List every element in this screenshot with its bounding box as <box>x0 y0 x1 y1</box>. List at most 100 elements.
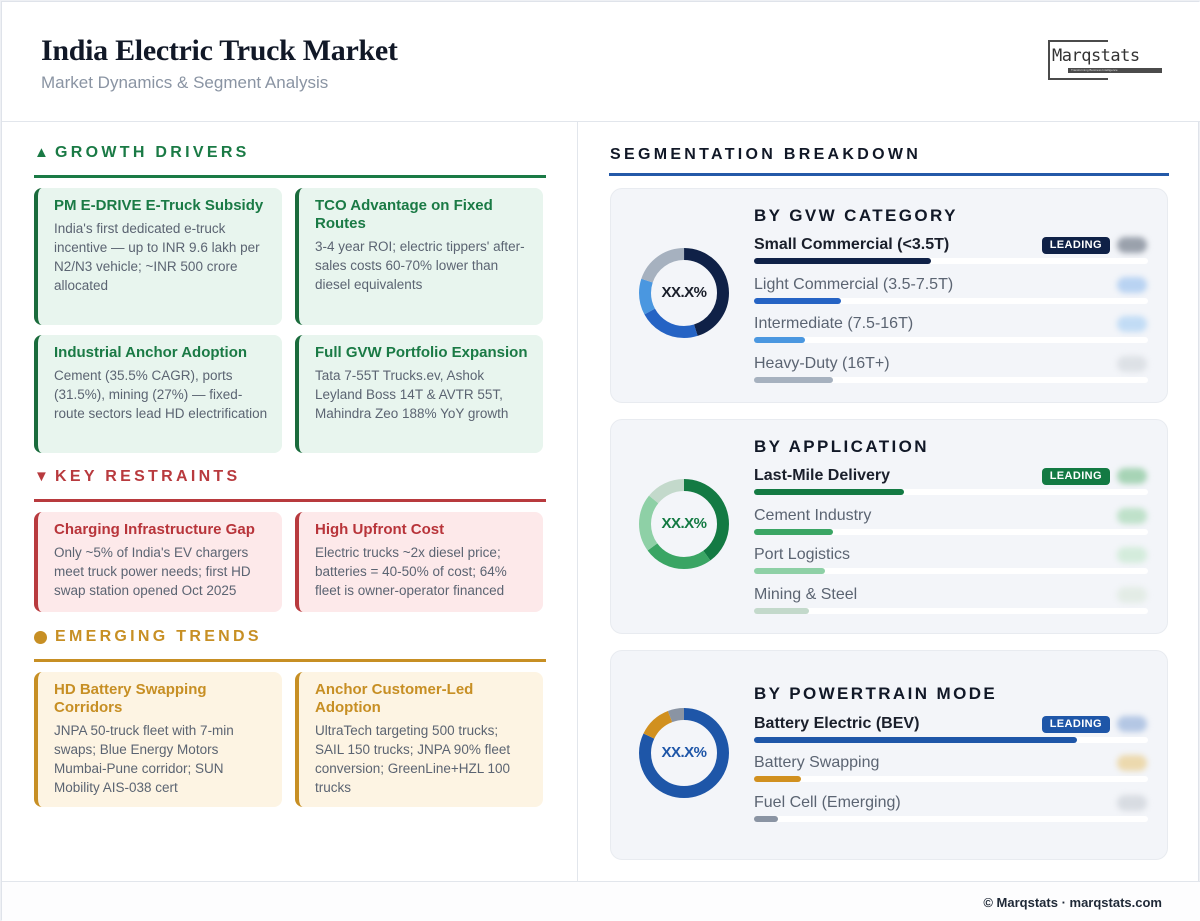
driver-card: TCO Advantage on Fixed Routes 3-4 year R… <box>295 188 543 325</box>
trend-card: HD Battery Swapping Corridors JNPA 50-tr… <box>34 672 282 807</box>
segment-row: Fuel Cell (Emerging) <box>754 794 1148 834</box>
progress-track <box>754 568 1148 574</box>
segment-row: Mining & Steel <box>754 586 1148 626</box>
card-body: 3-4 year ROI; electric tippers' after-sa… <box>315 239 525 292</box>
panel-title: BY POWERTRAIN MODE <box>754 684 998 703</box>
donut-ring <box>639 479 729 569</box>
segment-row: Cement Industry <box>754 507 1148 547</box>
progress-track <box>754 377 1148 383</box>
segment-row: Small Commercial (<3.5T) LEADING <box>754 236 1148 276</box>
panel-title: BY APPLICATION <box>754 437 929 456</box>
column-divider <box>577 122 578 881</box>
page-title: India Electric Truck Market <box>41 34 398 67</box>
card-body: Only ~5% of India's EV chargers meet tru… <box>54 545 251 598</box>
segment-name: Mining & Steel <box>754 586 858 603</box>
progress-track <box>754 298 1148 304</box>
blurred-value <box>1117 795 1147 811</box>
leading-badge: LEADING <box>1041 237 1110 254</box>
section-title: SEGMENTATION BREAKDOWN <box>610 146 922 163</box>
header: India Electric Truck Market Market Dynam… <box>2 2 1200 122</box>
progress-track <box>754 737 1148 743</box>
triangle-down-icon: ▼ <box>34 468 49 485</box>
progress-fill <box>754 298 841 304</box>
section-title: GROWTH DRIVERS <box>55 144 250 161</box>
segment-row: Battery Swapping <box>754 754 1148 794</box>
driver-card: Full GVW Portfolio Expansion Tata 7-55T … <box>295 335 543 453</box>
growth-drivers-heading: ▲ GROWTH DRIVERS <box>34 144 546 178</box>
copyright-text: © Marqstats · marqstats.com <box>983 895 1162 910</box>
progress-track <box>754 776 1148 782</box>
segment-name: Intermediate (7.5-16T) <box>754 315 914 332</box>
card-body: UltraTech targeting 500 trucks; SAIL 150… <box>315 723 511 795</box>
progress-fill <box>754 489 904 495</box>
segment-name: Light Commercial (3.5-7.5T) <box>754 276 954 293</box>
blurred-value <box>1117 356 1147 372</box>
leading-badge: LEADING <box>1041 716 1110 733</box>
panel-title: BY GVW CATEGORY <box>754 206 958 225</box>
card-title: Industrial Anchor Adoption <box>54 344 248 361</box>
segment-name: Battery Electric (BEV) <box>754 715 920 732</box>
card-body: Tata 7-55T Trucks.ev, Ashok Leyland Boss… <box>315 368 509 421</box>
donut-center-value: XX.X% <box>661 515 707 532</box>
progress-track <box>754 816 1148 822</box>
progress-fill <box>754 568 825 574</box>
gvw-category-panel: XX.X% BY GVW CATEGORY Small Commercial (… <box>610 188 1168 403</box>
blurred-value <box>1117 277 1147 293</box>
progress-fill <box>754 337 806 343</box>
blurred-value <box>1117 755 1147 771</box>
segment-row: Light Commercial (3.5-7.5T) <box>754 276 1148 316</box>
progress-track <box>754 337 1148 343</box>
card-title: Charging Infrastructure Gap <box>54 521 255 538</box>
card-title: PM E-DRIVE E-Truck Subsidy <box>54 197 264 214</box>
blurred-value <box>1117 316 1147 332</box>
card-title: High Upfront Cost <box>315 521 445 538</box>
segment-row: Last-Mile Delivery LEADING <box>754 467 1148 507</box>
progress-track <box>754 489 1148 495</box>
progress-track <box>754 258 1148 264</box>
donut-ring <box>639 248 729 338</box>
progress-track <box>754 608 1148 614</box>
card-body: JNPA 50-truck fleet with 7-min swaps; Bl… <box>54 723 234 795</box>
progress-fill <box>754 529 833 535</box>
powertrain-panel: XX.X% BY POWERTRAIN MODE Battery Electri… <box>610 650 1168 860</box>
section-title: EMERGING TRENDS <box>55 628 262 645</box>
progress-fill <box>754 608 810 614</box>
blurred-value <box>1117 587 1147 603</box>
segment-row: Heavy-Duty (16T+) <box>754 355 1148 395</box>
card-title: HD Battery Swapping Corridors <box>54 681 207 716</box>
trend-card: Anchor Customer-Led Adoption UltraTech t… <box>295 672 543 807</box>
segment-name: Last-Mile Delivery <box>754 467 891 484</box>
section-title: KEY RESTRAINTS <box>55 468 241 485</box>
driver-card: Industrial Anchor Adoption Cement (35.5%… <box>34 335 282 453</box>
blurred-value <box>1117 237 1147 253</box>
application-panel: XX.X% BY APPLICATION Last-Mile Delivery … <box>610 419 1168 634</box>
card-title: Anchor Customer-Led Adoption <box>315 681 474 716</box>
segment-name: Cement Industry <box>754 507 872 524</box>
segment-row: Battery Electric (BEV) LEADING <box>754 715 1148 755</box>
segment-name: Fuel Cell (Emerging) <box>754 794 901 811</box>
logo-text: Marqstats <box>1052 46 1140 66</box>
segment-name: Small Commercial (<3.5T) <box>754 236 950 253</box>
leading-badge: LEADING <box>1041 468 1110 485</box>
segmentation-heading: SEGMENTATION BREAKDOWN <box>609 122 1169 176</box>
segment-row: Port Logistics <box>754 546 1148 586</box>
restraint-card: High Upfront Cost Electric trucks ~2x di… <box>295 512 543 612</box>
card-body: Electric trucks ~2x diesel price; batter… <box>315 545 507 598</box>
blurred-value <box>1117 508 1147 524</box>
progress-fill <box>754 816 778 822</box>
footer: © Marqstats · marqstats.com <box>2 881 1200 921</box>
segment-row: Intermediate (7.5-16T) <box>754 315 1148 355</box>
driver-card: PM E-DRIVE E-Truck Subsidy India's first… <box>34 188 282 325</box>
progress-fill <box>754 776 802 782</box>
triangle-up-icon: ▲ <box>34 144 49 161</box>
card-title: Full GVW Portfolio Expansion <box>315 344 528 361</box>
logo-frame <box>1048 40 1108 80</box>
page-subtitle: Market Dynamics & Segment Analysis <box>41 73 329 92</box>
logo-tagline: Transforming Business Intelligence <box>1068 68 1162 73</box>
restraint-card: Charging Infrastructure Gap Only ~5% of … <box>34 512 282 612</box>
powertrain-donut-chart: XX.X% <box>638 707 730 799</box>
card-body: India's first dedicated e-truck incentiv… <box>54 221 260 293</box>
donut-center-value: XX.X% <box>661 744 707 761</box>
marqstats-logo: Marqstats Transforming Business Intellig… <box>1048 40 1164 80</box>
